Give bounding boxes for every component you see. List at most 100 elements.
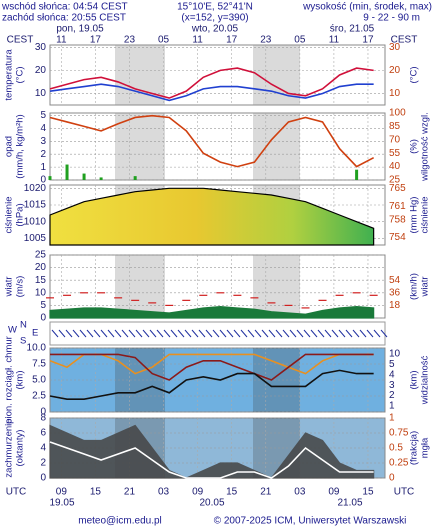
y2-axis-label: widzialność — [420, 355, 431, 405]
top-tick-label: 11 — [329, 35, 340, 46]
wind-arrow — [373, 329, 381, 338]
top-tick-label: 23 — [124, 35, 136, 46]
y2-tick-label: 55 — [389, 148, 401, 159]
top-tick-label: 05 — [294, 35, 306, 46]
y-axis-label: pion. rozciągł. chmur — [4, 336, 15, 424]
y-tick-label: 2.5 — [32, 391, 46, 402]
y2-tick-label: 18 — [389, 300, 401, 311]
wind-arrow — [135, 329, 143, 338]
y-axis-label: (hPa) — [15, 203, 26, 226]
y2-tick-label: 54 — [389, 275, 401, 286]
wind-arrow — [163, 329, 171, 338]
night-band — [115, 113, 165, 180]
line — [49, 67, 374, 99]
y-tick-label: 4 — [40, 443, 46, 454]
y-axis-label: (oktanty) — [15, 430, 26, 467]
night-band — [253, 348, 300, 412]
wind-arrow — [345, 329, 353, 338]
compass: N — [20, 320, 27, 331]
y-tick-label: 8 — [40, 413, 46, 424]
wind-arrow — [310, 329, 318, 338]
y-axis-label: zachmurzenie — [4, 418, 15, 477]
y2-tick-label: 1 — [389, 413, 395, 424]
date-label: 21.05 — [337, 498, 362, 509]
precip-bar — [65, 164, 69, 180]
y-tick-label: 7.5 — [32, 359, 46, 370]
area — [49, 306, 375, 319]
y-tick-label: 2 — [40, 149, 46, 160]
y2-tick-label: 70 — [389, 134, 401, 145]
wind-arrow — [352, 329, 360, 338]
bottom-tick-label: 21 — [124, 487, 136, 498]
wind-arrow — [51, 329, 59, 338]
date-label: 19.05 — [49, 498, 74, 509]
line — [49, 369, 374, 400]
y-tick-label: 10 — [35, 287, 47, 298]
precip-bar — [82, 173, 86, 180]
y-tick-label: 5 — [40, 110, 46, 121]
y2-tick-label: 0 — [389, 473, 395, 484]
wind-arrow — [212, 329, 220, 338]
y2-tick-label: 30 — [389, 42, 401, 53]
y-tick-label: 0 — [40, 407, 46, 418]
y2-tick-label: 40 — [389, 161, 401, 172]
coords: 15°10'E, 52°41'N — [177, 2, 253, 13]
wind-arrow — [65, 329, 73, 338]
y-tick-label: 1005 — [24, 233, 47, 244]
y-axis-label: (°C) — [15, 67, 26, 84]
y2-tick-label: 754 — [389, 232, 406, 243]
wind-arrow — [359, 329, 367, 338]
wind-arrow — [107, 329, 115, 338]
top-tick-label: 05 — [158, 35, 170, 46]
wind-arrow — [128, 329, 136, 338]
bottom-tick-label: 03 — [294, 487, 306, 498]
wind-arrow — [303, 329, 311, 338]
y-tick-label: 25 — [35, 250, 47, 261]
wind-arrow — [121, 329, 129, 338]
line — [49, 441, 374, 479]
y-tick-label: 20 — [35, 262, 47, 273]
sunset: zachód słońca: 20:55 CEST — [2, 13, 126, 24]
top-tick-label: 23 — [260, 35, 272, 46]
wind-arrow — [93, 329, 101, 338]
wind-arrow — [86, 329, 94, 338]
top-tick-label: 17 — [90, 35, 102, 46]
wind-arrow — [275, 329, 283, 338]
top-tick-label: 17 — [226, 35, 238, 46]
night-band — [253, 113, 300, 180]
wind-arrow — [324, 329, 332, 338]
day-label: pon, 19.05 — [56, 24, 104, 35]
y2-tick-label: 10 — [389, 88, 401, 99]
y-tick-label: 0 — [40, 175, 46, 186]
y-axis-label: (m/s) — [15, 276, 26, 298]
cest-label: CEST — [391, 35, 418, 46]
cest-label: CEST — [7, 35, 34, 46]
y-tick-label: 1015 — [24, 200, 47, 211]
wind-arrow — [366, 329, 374, 338]
wind-arrow — [177, 329, 185, 338]
wind-arrow — [268, 329, 276, 338]
wind-arrow — [282, 329, 290, 338]
wind-arrow — [100, 329, 108, 338]
bottom-tick-label: 15 — [90, 487, 102, 498]
y-tick-label: 5 — [40, 300, 46, 311]
day-label: wto, 20.05 — [191, 24, 239, 35]
y2-tick-label: 85 — [389, 121, 401, 132]
panel-bg — [49, 112, 386, 181]
height-values: 9 - 22 - 90 m — [363, 13, 420, 24]
date-label: 20.05 — [199, 498, 224, 509]
y2-axis-label: (mm Hg) — [409, 197, 420, 234]
y2-tick-label: 0.75 — [389, 428, 409, 439]
y-axis-label: wiatr — [4, 276, 15, 297]
bottom-tick-label: 09 — [192, 487, 204, 498]
y2-axis-label: wiatr — [420, 276, 431, 297]
precip-bar — [355, 169, 359, 180]
y2-tick-label: 4 — [389, 369, 395, 380]
y2-tick-label: 758 — [389, 214, 406, 225]
bottom-tick-label: 21 — [260, 487, 272, 498]
bottom-tick-label: 09 — [328, 487, 340, 498]
y-tick-label: 10 — [35, 88, 47, 99]
night-band — [253, 255, 300, 318]
precip-bar — [48, 176, 52, 180]
